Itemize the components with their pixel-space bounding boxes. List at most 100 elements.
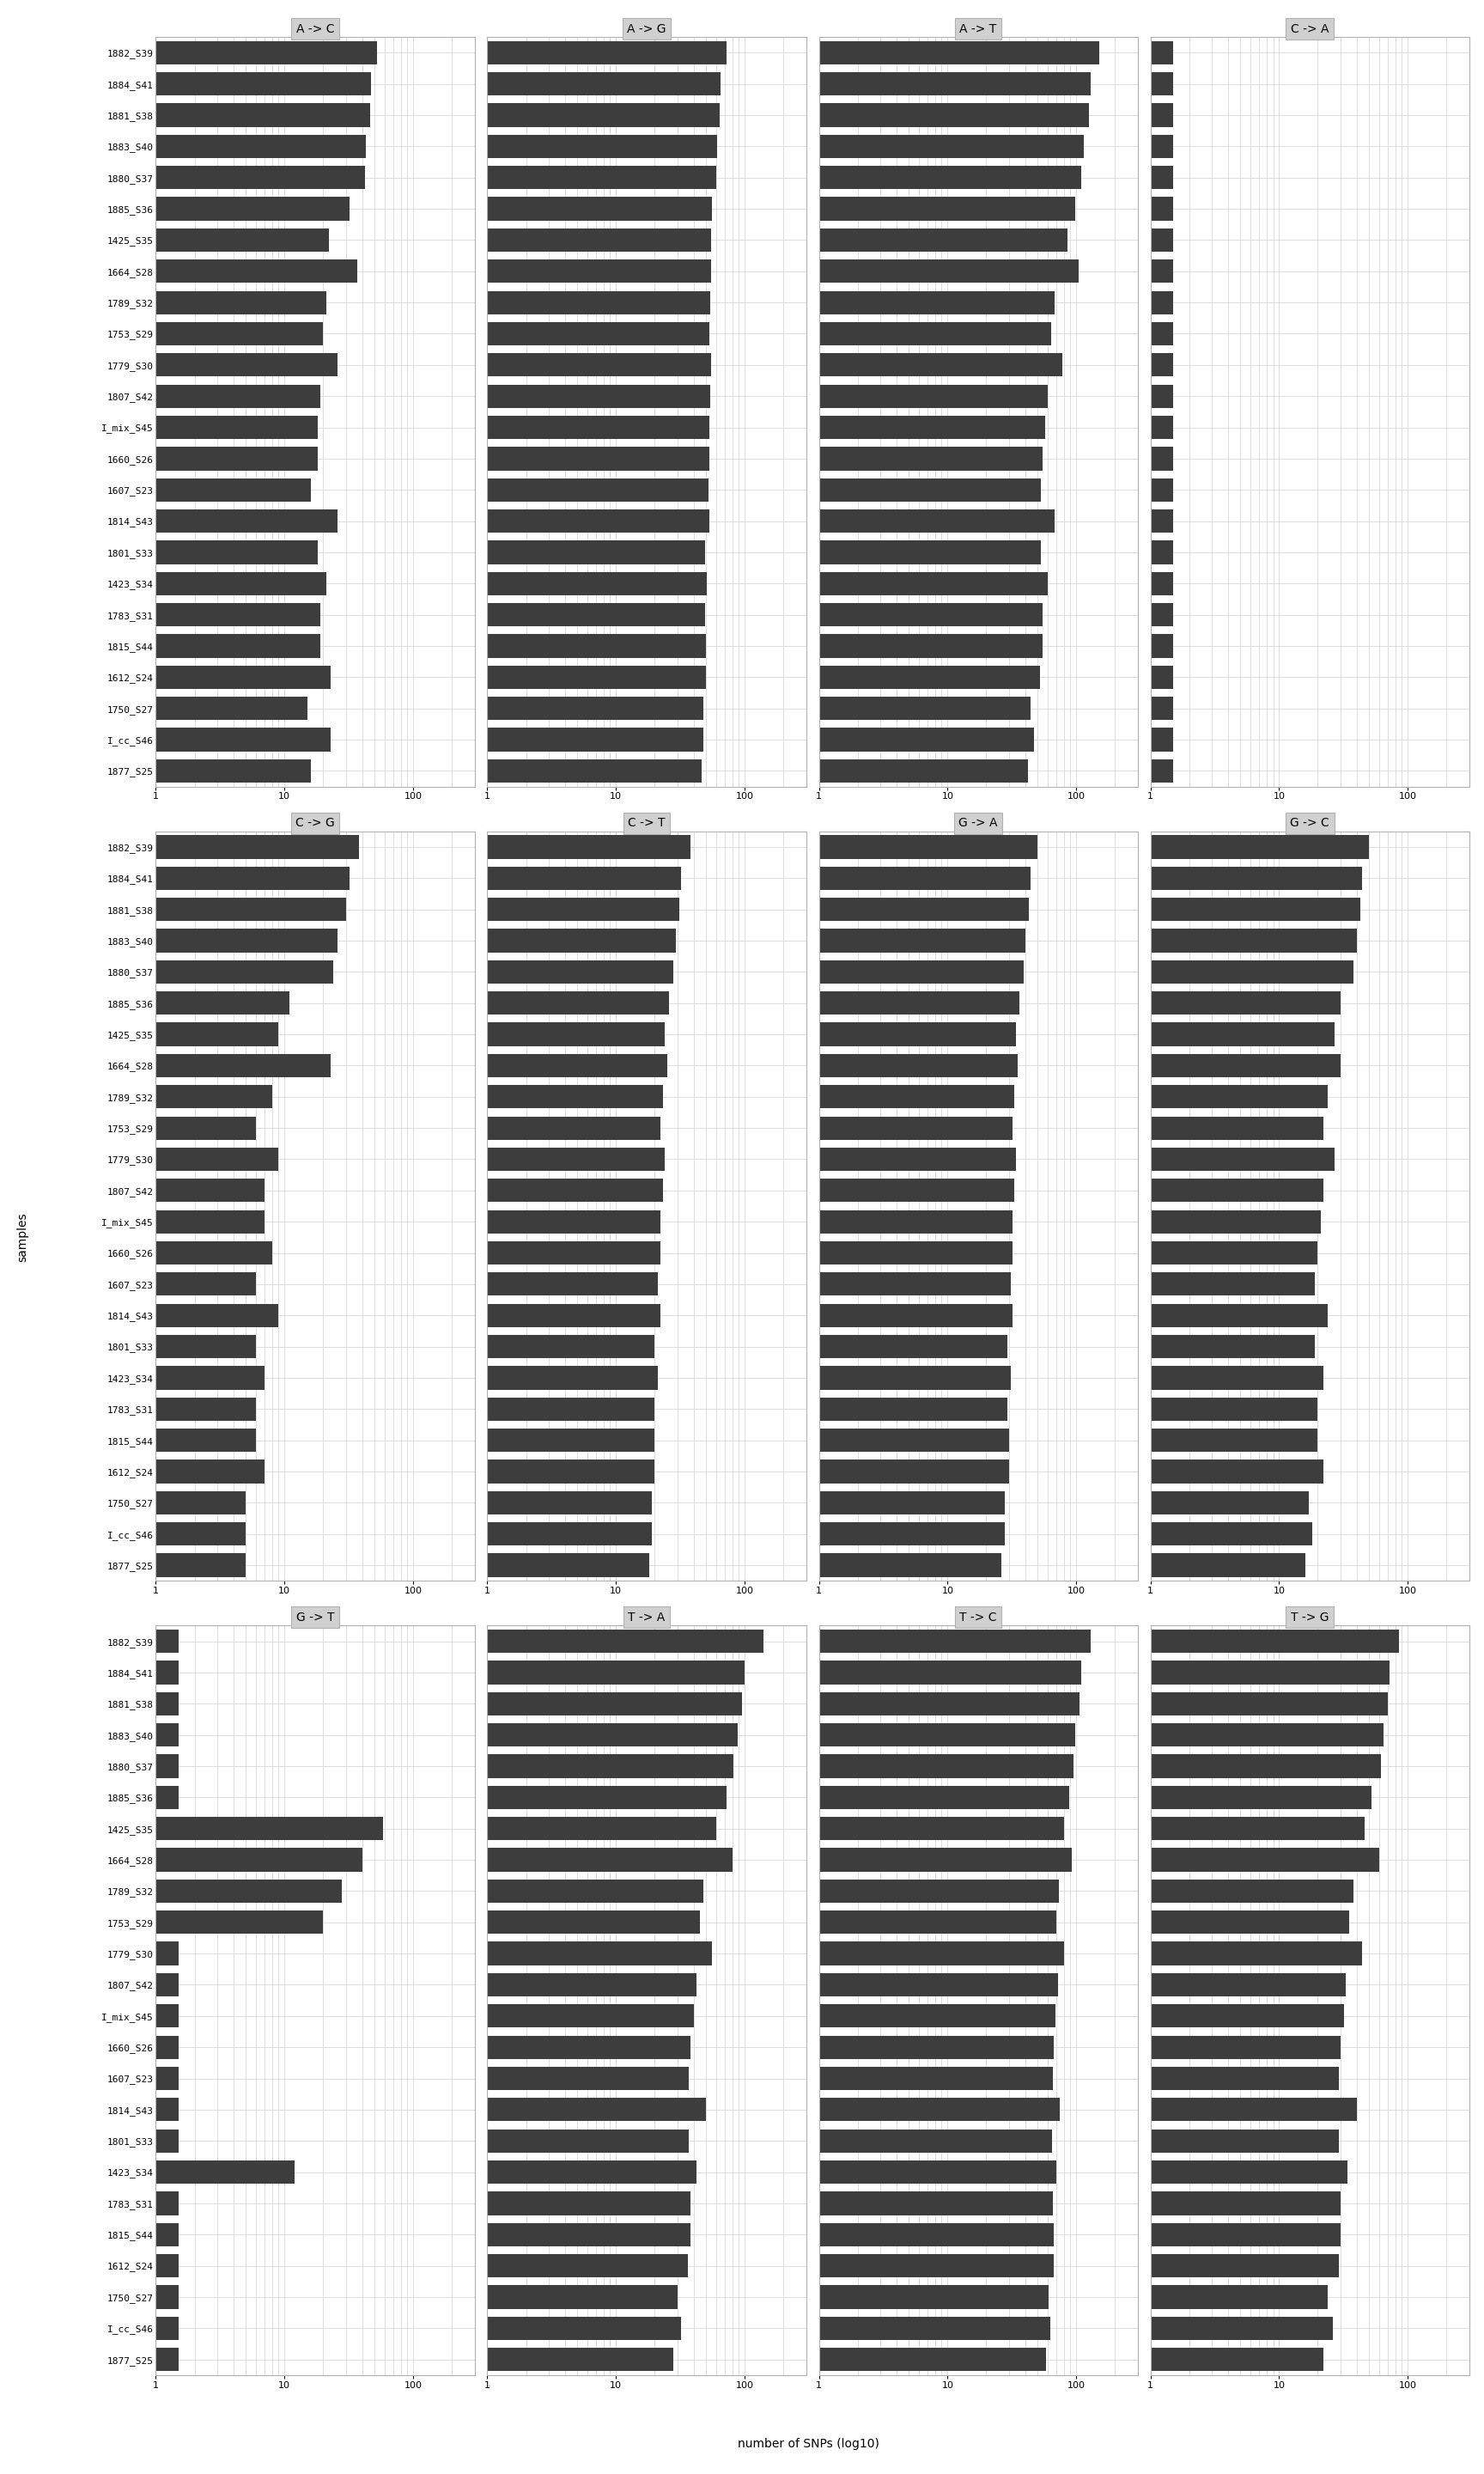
Bar — [0, 2286, 677, 2308]
Bar — [0, 571, 1172, 596]
Title: T -> C: T -> C — [960, 1611, 997, 1623]
Bar — [0, 1910, 700, 1935]
Bar — [0, 198, 350, 220]
Bar — [0, 354, 1063, 376]
Bar — [0, 960, 674, 985]
Bar — [0, 1272, 1011, 1296]
Bar — [0, 2130, 689, 2152]
Bar — [0, 1492, 651, 1514]
Bar — [0, 1974, 1346, 1997]
Bar — [0, 1724, 178, 1747]
Bar — [0, 2004, 693, 2029]
Bar — [0, 1086, 662, 1108]
Bar — [0, 928, 338, 952]
Bar — [0, 1086, 1328, 1108]
Bar — [0, 1724, 1074, 1747]
Bar — [0, 992, 1020, 1014]
Bar — [0, 1974, 178, 1997]
Bar — [0, 72, 1091, 96]
Bar — [0, 1460, 1324, 1484]
Bar — [0, 1754, 1382, 1779]
Bar — [0, 1692, 1079, 1714]
Bar — [0, 2130, 178, 2152]
Bar — [0, 198, 1172, 220]
Bar — [0, 1880, 341, 1903]
Bar — [0, 477, 708, 502]
Bar — [0, 1054, 668, 1076]
Bar — [0, 383, 711, 408]
Bar — [0, 104, 720, 126]
Bar — [0, 1460, 654, 1484]
Bar — [0, 1427, 255, 1452]
Bar — [0, 383, 1172, 408]
Bar — [0, 1554, 649, 1576]
Bar — [0, 2286, 1328, 2308]
Bar — [0, 322, 709, 346]
Bar — [0, 1724, 1383, 1747]
Bar — [0, 1460, 1009, 1484]
Bar — [0, 898, 680, 920]
Bar — [0, 571, 706, 596]
Bar — [0, 42, 726, 64]
Bar — [0, 1848, 362, 1870]
Bar — [0, 1148, 1334, 1170]
Bar — [0, 666, 331, 688]
Bar — [0, 1022, 665, 1047]
Bar — [0, 2316, 178, 2340]
Bar — [0, 510, 338, 532]
Title: C -> G: C -> G — [295, 816, 335, 829]
Bar — [0, 836, 1370, 858]
Bar — [0, 836, 1037, 858]
Bar — [0, 2004, 1345, 2029]
Bar — [0, 2160, 696, 2185]
Bar — [0, 604, 705, 626]
Bar — [0, 2222, 1054, 2246]
Bar — [0, 166, 717, 190]
Bar — [0, 1848, 1379, 1870]
Bar — [0, 260, 711, 282]
Bar — [0, 1022, 279, 1047]
Bar — [0, 1178, 1324, 1202]
Bar — [0, 2098, 1060, 2120]
Bar — [0, 510, 1055, 532]
Bar — [0, 416, 709, 438]
Bar — [0, 1880, 1353, 1903]
Bar — [0, 992, 1340, 1014]
Bar — [0, 1660, 178, 1685]
Bar — [0, 1554, 1000, 1576]
Title: G -> C: G -> C — [1290, 816, 1330, 829]
Bar — [0, 698, 1172, 720]
Bar — [0, 1398, 654, 1420]
Bar — [0, 1692, 1388, 1714]
Bar — [0, 666, 1040, 688]
Bar — [0, 604, 321, 626]
Bar — [0, 2160, 295, 2185]
Bar — [0, 1942, 1064, 1964]
Bar — [0, 228, 1172, 252]
Bar — [0, 1660, 1082, 1685]
Bar — [0, 2254, 1054, 2279]
Bar — [0, 2004, 178, 2029]
Bar — [0, 2254, 1339, 2279]
Bar — [0, 1304, 1012, 1326]
Bar — [0, 260, 1079, 282]
Bar — [0, 292, 1055, 314]
Bar — [0, 1974, 696, 1997]
Bar — [0, 510, 709, 532]
Bar — [0, 2222, 178, 2246]
Bar — [0, 2222, 1340, 2246]
Bar — [0, 1660, 745, 1685]
Bar — [0, 2222, 690, 2246]
Bar — [0, 1692, 178, 1714]
Bar — [0, 448, 709, 470]
Bar — [0, 1178, 264, 1202]
Bar — [0, 1786, 1068, 1808]
Bar — [0, 198, 1074, 220]
Bar — [0, 1460, 264, 1484]
Bar — [0, 2066, 178, 2091]
Bar — [0, 1210, 1012, 1235]
Bar — [0, 1492, 1309, 1514]
Bar — [0, 383, 321, 408]
Bar — [0, 727, 331, 752]
Bar — [0, 542, 318, 564]
